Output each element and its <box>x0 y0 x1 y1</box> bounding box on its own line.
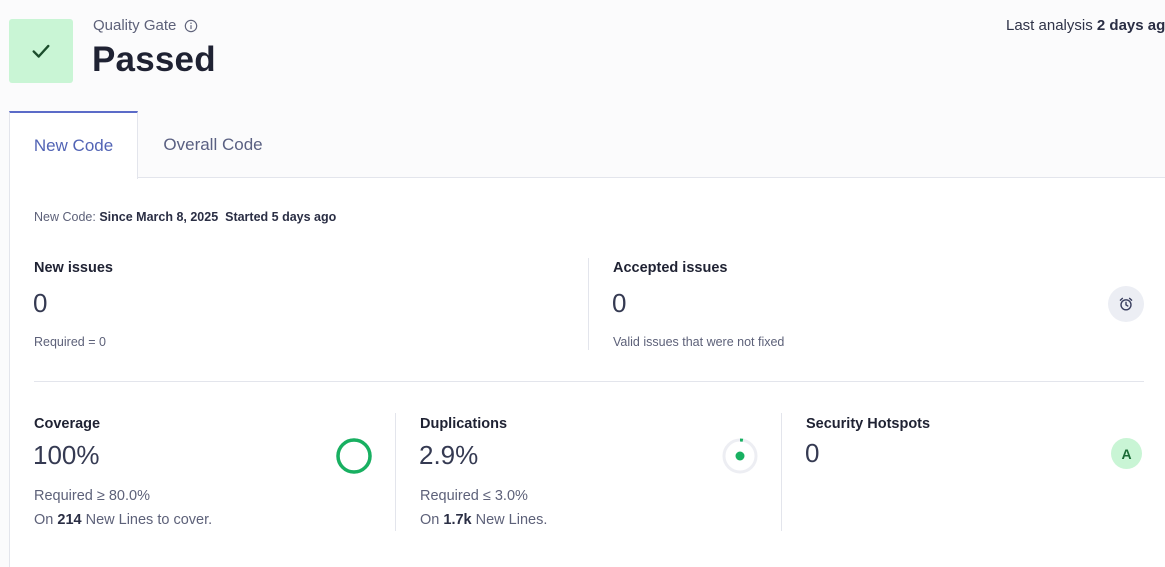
security-hotspots-value[interactable]: 0 <box>805 438 820 468</box>
coverage-title: Coverage <box>34 416 101 432</box>
duplications-lines-prefix: On <box>420 512 440 528</box>
last-analysis: Last analysis 2 days ago <box>1006 17 1165 34</box>
duplications-divider <box>781 413 782 531</box>
quality-gate-label: Quality Gate <box>93 17 198 34</box>
new-issues-required: Required = 0 <box>34 335 106 349</box>
new-code-since: Since March 8, 2025 <box>99 210 219 224</box>
accepted-issues-description: Valid issues that were not fixed <box>613 335 785 349</box>
quality-gate-label-text: Quality Gate <box>93 17 177 34</box>
coverage-ring-icon <box>336 438 372 474</box>
info-icon[interactable] <box>184 19 198 33</box>
new-code-prefix: New Code: <box>34 210 96 224</box>
coverage-lines-prefix: On <box>34 512 54 528</box>
coverage-value[interactable]: 100% <box>33 440 100 470</box>
issues-divider <box>588 258 589 350</box>
new-code-started: Started 5 days ago <box>225 210 337 224</box>
new-issues-value[interactable]: 0 <box>33 288 48 318</box>
duplications-lines-count[interactable]: 1.7k <box>443 512 472 528</box>
accepted-issues-title: Accepted issues <box>613 260 728 276</box>
tab-overall-code[interactable]: Overall Code <box>163 134 263 154</box>
quality-gate-status-badge <box>9 19 73 83</box>
coverage-lines-suffix: New Lines to cover. <box>85 512 213 528</box>
alarm-clock-icon <box>1119 297 1133 311</box>
duplications-ring-dot <box>735 451 745 461</box>
last-analysis-prefix: Last analysis <box>1006 17 1093 34</box>
duplications-value[interactable]: 2.9% <box>419 440 479 470</box>
coverage-divider <box>395 413 396 531</box>
duplications-lines: On 1.7k New Lines. <box>420 512 547 528</box>
security-rating-badge[interactable]: A <box>1111 438 1142 469</box>
metrics-divider <box>34 381 1144 382</box>
duplications-ring-icon <box>722 438 758 474</box>
security-hotspots-title: Security Hotspots <box>806 416 931 432</box>
coverage-lines-count[interactable]: 214 <box>57 512 82 528</box>
new-code-period: New Code: Since March 8, 2025 Started 5 … <box>34 210 336 224</box>
tab-new-code[interactable]: New Code <box>9 111 138 179</box>
check-icon <box>32 44 50 58</box>
coverage-ring-fill <box>336 438 372 474</box>
last-analysis-value: 2 days ago <box>1096 17 1165 34</box>
coverage-lines: On 214 New Lines to cover. <box>34 512 212 528</box>
duplications-lines-suffix: New Lines. <box>475 512 548 528</box>
accepted-issues-clock-button[interactable] <box>1108 286 1144 322</box>
tabs-divider <box>9 177 1165 178</box>
duplications-ring-fill <box>722 438 758 474</box>
metrics-panel <box>9 177 1165 567</box>
duplications-required: Required ≤ 3.0% <box>420 488 528 504</box>
accepted-issues-value[interactable]: 0 <box>612 288 627 318</box>
quality-gate-status: Passed <box>92 40 216 79</box>
duplications-title: Duplications <box>420 416 508 432</box>
new-issues-title: New issues <box>34 260 113 276</box>
coverage-required: Required ≥ 80.0% <box>34 488 150 504</box>
